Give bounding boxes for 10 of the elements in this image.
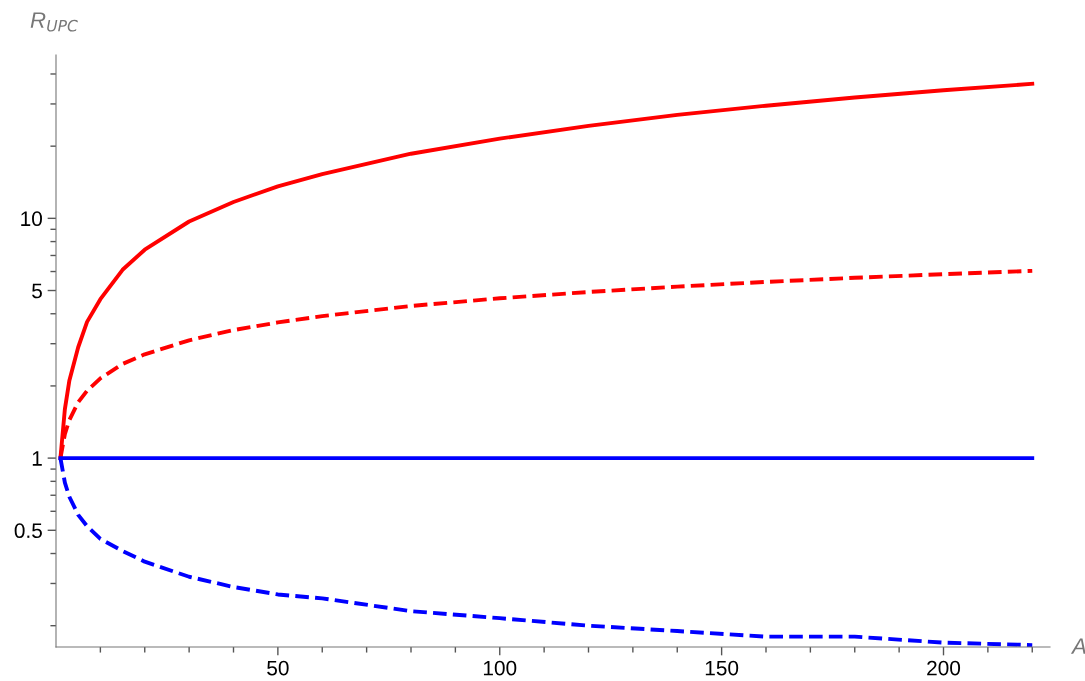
x-axis-title: A (1070, 638, 1085, 654)
x-tick-label: 100 (483, 660, 517, 676)
x-tick-label: 200 (927, 660, 961, 676)
x-tick-label: 50 (267, 660, 289, 676)
y-tick-label: 0.5 (14, 523, 42, 539)
y-tick-label: 5 (32, 283, 42, 299)
y-tick-label: 1 (32, 451, 42, 466)
x-tick-label: 150 (705, 660, 739, 676)
y-axis-title: R$_{UPC}$ (30, 12, 78, 32)
y-tick-label: 10 (21, 211, 42, 227)
